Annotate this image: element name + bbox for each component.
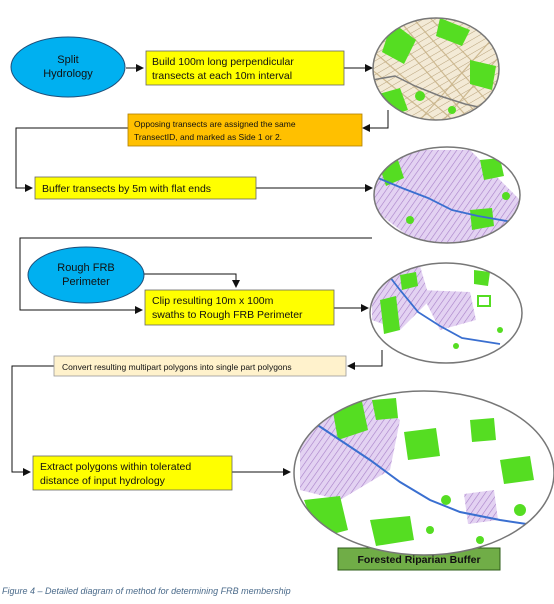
convert-polygons-node: Convert resulting multipart polygons int… — [53, 355, 347, 377]
extract-polygons-node: Extract polygons within tolerated distan… — [32, 455, 233, 491]
opposing-transects-label-1: Opposing transects are assigned the same — [134, 119, 296, 129]
rough-frb-label-1: Rough FRB — [57, 262, 114, 274]
split-hydrology-label-1: Split — [57, 54, 78, 66]
connectors — [11, 64, 389, 476]
convert-polygons-label: Convert resulting multipart polygons int… — [62, 362, 292, 372]
result-node: Forested Riparian Buffer — [337, 547, 501, 571]
split-hydrology-node: Split Hydrology — [10, 36, 126, 98]
map-thumbnail-result — [293, 390, 554, 556]
build-transects-label-1: Build 100m long perpendicular — [152, 56, 294, 68]
clip-swaths-label-1: Clip resulting 10m x 100m — [152, 295, 274, 307]
figure-caption: Figure 4 – Detailed diagram of method fo… — [2, 586, 291, 596]
opposing-transects-label-2: TransectID, and marked as Side 1 or 2. — [134, 132, 282, 142]
map-thumbnail-clipped — [369, 262, 523, 364]
build-transects-node: Build 100m long perpendicular transects … — [145, 50, 345, 86]
clip-swaths-label-2: swaths to Rough FRB Perimeter — [152, 309, 303, 321]
map-thumbnail-buffers — [373, 146, 521, 244]
extract-polygons-label-1: Extract polygons within tolerated — [40, 461, 191, 473]
buffer-transects-node: Buffer transects by 5m with flat ends — [34, 176, 257, 200]
opposing-transects-node: Opposing transects are assigned the same… — [127, 113, 363, 147]
rough-frb-perimeter-node: Rough FRB Perimeter — [27, 246, 145, 304]
map-thumbnail-transects — [372, 17, 500, 121]
buffer-transects-label: Buffer transects by 5m with flat ends — [42, 183, 211, 195]
split-hydrology-label-2: Hydrology — [43, 68, 93, 80]
result-label: Forested Riparian Buffer — [357, 554, 480, 566]
extract-polygons-label-2: distance of input hydrology — [40, 475, 166, 487]
build-transects-label-2: transects at each 10m interval — [152, 70, 292, 82]
rough-frb-label-2: Perimeter — [62, 276, 110, 288]
clip-swaths-node: Clip resulting 10m x 100m swaths to Roug… — [144, 289, 335, 326]
